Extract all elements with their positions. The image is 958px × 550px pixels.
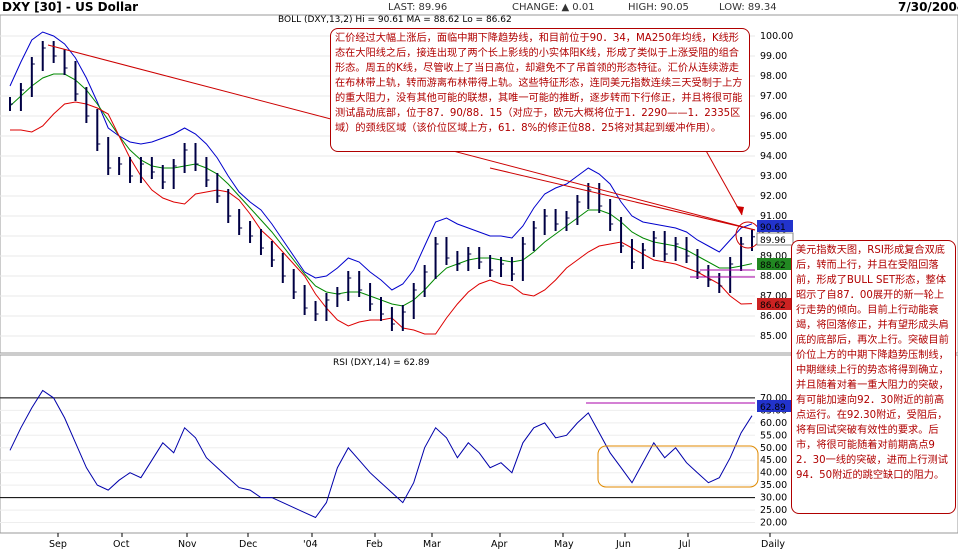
price-tick-label: 86.00 — [760, 311, 787, 322]
x-tick-label: Nov — [178, 539, 197, 550]
svg-text:88.62: 88.62 — [760, 261, 786, 271]
rsi-tick-label: 70.00 — [760, 393, 787, 404]
rsi-tick-label: 60.00 — [760, 418, 787, 429]
boll-legend: BOLL (DXY,13,2) Hi = 90.61 MA = 88.62 Lo… — [278, 15, 512, 25]
price-tick-label: 89.00 — [760, 251, 787, 262]
rsi-tick-label: 45.00 — [760, 455, 787, 466]
annotation-top: 汇价经过大幅上涨后，面临中期下降趋势线，和目前位于90．34，MA250年均线，… — [330, 28, 750, 152]
annotation-pointer-line — [489, 167, 756, 231]
x-tick-label: '04 — [303, 539, 318, 550]
price-tick-label: 95.00 — [760, 131, 787, 142]
x-tick-label: Apr — [491, 539, 508, 550]
band-upper-band — [9, 31, 753, 291]
rsi-double-bottom-box — [597, 445, 759, 488]
price-tick-label: 91.00 — [760, 211, 787, 222]
rsi-tick-label: 55.00 — [760, 430, 787, 441]
price-tick-label: 97.00 — [760, 91, 787, 102]
svg-text:86.62: 86.62 — [760, 301, 786, 311]
chart-date: 7/30/2004 — [898, 0, 958, 14]
x-tick-label: Daily — [761, 539, 785, 550]
low-value: LOW: 89.34 — [719, 2, 777, 13]
rsi-tick-label: 25.00 — [760, 505, 787, 516]
price-tick-label: 93.00 — [760, 171, 787, 182]
rsi-tick-label: 50.00 — [760, 443, 787, 454]
high-value: HIGH: 90.05 — [628, 2, 689, 13]
hi-badge: 90.61 — [757, 220, 793, 233]
time-axis: Sep Oct Nov Dec '04 Feb Mar Apr May Jun Jul Daily — [49, 533, 785, 550]
x-tick-label: May — [554, 539, 574, 550]
rsi-panel-frame — [0, 354, 958, 534]
rsi-tick-label: 35.00 — [760, 480, 787, 491]
price-tick-label: 98.00 — [760, 71, 787, 82]
svg-text:90.61: 90.61 — [760, 223, 786, 233]
x-tick-label: Feb — [366, 539, 383, 550]
x-tick-label: Jun — [615, 539, 631, 550]
x-tick-label: Dec — [239, 539, 257, 550]
rsi-series — [9, 389, 753, 519]
rsi-badge: 62.89 — [757, 400, 793, 413]
price-tick-label: 94.00 — [760, 151, 787, 162]
price-tick-label: 88.00 — [760, 271, 787, 282]
rsi-line — [9, 389, 753, 519]
x-tick-label: Jul — [678, 539, 690, 550]
price-tick-label: 92.00 — [760, 191, 787, 202]
last-price: LAST: 89.96 — [388, 2, 447, 13]
svg-text:62.89: 62.89 — [760, 403, 786, 413]
x-tick-label: Mar — [423, 539, 441, 550]
ma-badge: 88.62 — [757, 258, 793, 271]
price-tick-label: 99.00 — [760, 51, 787, 62]
rsi-tick-label: 40.00 — [760, 468, 787, 479]
svg-text:89.96: 89.96 — [760, 236, 786, 246]
price-tick-label: 85.00 — [760, 331, 787, 342]
annotation-arrow-head — [736, 206, 744, 215]
lo-badge: 86.62 — [757, 298, 793, 311]
x-tick-label: Sep — [49, 539, 67, 550]
highlight-circle — [735, 221, 761, 249]
rsi-tick-label: 20.00 — [760, 518, 787, 529]
chart-title: DXY [30] - US Dollar — [2, 0, 138, 14]
price-series — [9, 31, 755, 335]
x-tick-label: Oct — [113, 539, 130, 550]
annotation-right: 美元指数天图，RSI形成复合双底后，转而上行，并且在受阻回落前，形成了BULL … — [791, 240, 956, 514]
price-tick-label: 96.00 — [760, 111, 787, 122]
price-panel-frame — [0, 14, 958, 354]
annotation-arrow-line — [699, 139, 743, 216]
rsi-legend: RSI (DXY,14) = 62.89 — [333, 358, 430, 368]
last-badge: 89.96 — [756, 232, 794, 246]
change-value: CHANGE: ▲ 0.01 — [512, 2, 595, 13]
rsi-tick-label: 30.00 — [760, 493, 787, 504]
price-y-axis: 85.0086.0087.0088.0089.0090.0091.0092.00… — [760, 31, 793, 342]
price-tick-label: 87.00 — [760, 291, 787, 302]
rsi-gridlines — [0, 397, 755, 524]
price-tick-label: 100.00 — [760, 31, 793, 42]
